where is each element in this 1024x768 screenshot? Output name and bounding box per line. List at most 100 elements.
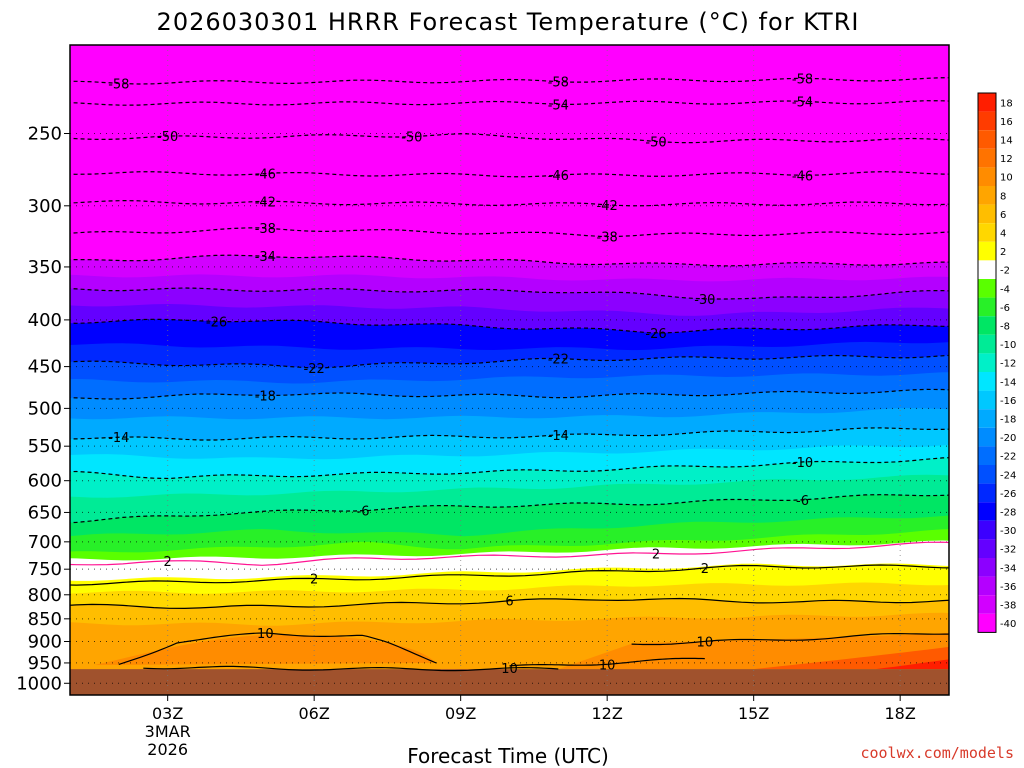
isotherm-6-16 (70, 597, 949, 610)
colorbar-swatch-11 (978, 297, 996, 317)
colorbar-tick-16: -16 (1000, 396, 1016, 407)
contour-label-5-1: -38 (597, 231, 618, 246)
colorbar-tick-15: -14 (1000, 377, 1016, 388)
isotherm--10-12 (70, 457, 949, 480)
contour-label-2-0: -50 (157, 130, 178, 145)
contour-label-3-1: -46 (548, 169, 569, 184)
colorbar-tick-24: -32 (1000, 545, 1016, 556)
isotherm--22-9 (70, 354, 949, 369)
contour-label-14-0: 2 (164, 555, 172, 570)
y-tick-label-250: 250 (28, 123, 62, 144)
x-tick-label-03Z: 03Z (152, 704, 183, 723)
x-tick-label-12Z: 12Z (592, 704, 623, 723)
y-tick-label-850: 850 (28, 609, 62, 630)
y-tick-label-900: 900 (28, 631, 62, 652)
source-credit: coolwx.com/models (860, 744, 1014, 762)
colorbar-tick-7: 4 (1000, 229, 1006, 240)
isotherm-10-20 (143, 665, 559, 672)
colorbar-swatch-16 (978, 390, 996, 410)
colorbar-tick-14: -12 (1000, 359, 1016, 370)
colorbar-swatch-10 (978, 279, 996, 298)
colorbar-tick-26: -36 (1000, 582, 1016, 593)
isotherm-10-18 (631, 633, 949, 646)
contour-label-4-0: -42 (255, 195, 276, 210)
chart-title: 2026030301 HRRR Forecast Temperature (°C… (157, 8, 860, 36)
colorbar-tick-0: 18 (1000, 98, 1013, 109)
colorbar-swatch-27 (978, 595, 996, 614)
colorbar-tick-20: -24 (1000, 470, 1016, 481)
warm-pocket-4 (875, 659, 949, 670)
colorbar-swatch-14 (978, 353, 996, 372)
colorbar-swatch-3 (978, 148, 996, 168)
warm-pocket-1 (94, 634, 437, 666)
colorbar-tick-12: -8 (1000, 322, 1010, 333)
colorbar-tick-3: 12 (1000, 154, 1013, 165)
plot-area: -58 -58 -58 -54 -54 -50 -50 -50 -46 -46 -46 -42 -42 -… (69, 44, 950, 696)
colorbar-tick-8: 2 (1000, 247, 1006, 258)
y-tick-label-800: 800 (28, 585, 62, 606)
warm-pocket-3 (753, 646, 949, 670)
isotherm-10-19 (509, 657, 705, 667)
colorbar-tick-18: -20 (1000, 433, 1016, 444)
contour-label-6-0: -34 (255, 250, 276, 265)
colorbar-swatch-12 (978, 316, 996, 335)
colorbar-tick-9: -2 (1000, 266, 1010, 277)
colorbar-swatch-25 (978, 558, 996, 577)
contour-label-17-0: 10 (257, 627, 274, 642)
x-tick-date-year: 2026 (147, 740, 188, 759)
contour-label-11-1: -14 (548, 429, 569, 444)
contour-label-11-0: -14 (108, 431, 129, 446)
colorbar-tick-19: -22 (1000, 452, 1016, 463)
contour-label-3-2: -46 (792, 169, 813, 184)
colorbar-swatch-6 (978, 204, 996, 224)
contour-label-2-2: -50 (645, 136, 666, 151)
colorbar-swatch-9 (978, 260, 996, 279)
colorbar-tick-28: -40 (1000, 619, 1016, 630)
y-axis: 2503003504004505005506006507007508008509… (16, 123, 70, 694)
x-axis-label: Forecast Time (UTC) (407, 744, 609, 768)
isotherm--30-7 (70, 287, 949, 300)
isotherm--34-6 (70, 254, 949, 267)
isotherm--38-5 (70, 227, 949, 238)
y-tick-label-350: 350 (28, 257, 62, 278)
isotherm--26-8 (70, 318, 949, 334)
below-ground (70, 669, 949, 695)
contour-label-13-1: -6 (796, 494, 809, 509)
colorbar-tick-10: -4 (1000, 284, 1010, 295)
isotherm--46-3 (70, 171, 949, 178)
colorbar-tick-5: 8 (1000, 191, 1006, 202)
contour-label-18-0: 10 (697, 635, 714, 650)
contour-label-7-0: -30 (694, 293, 715, 308)
isotherm--50-2 (70, 133, 949, 144)
y-tick-label-950: 950 (28, 653, 62, 674)
x-tick-label-15Z: 15Z (738, 704, 769, 723)
isotherm-10-17 (118, 632, 437, 665)
x-tick-label-09Z: 09Z (445, 704, 476, 723)
contour-label-9-0: -22 (304, 362, 325, 377)
contour-label-0-2: -58 (792, 72, 813, 87)
isotherm--58-0 (70, 77, 949, 85)
contour-label-2-1: -50 (401, 131, 422, 146)
colorbar-tick-11: -6 (1000, 303, 1010, 314)
colorbar-tick-13: -10 (1000, 340, 1016, 351)
contour-label-5-0: -38 (255, 222, 276, 237)
colorbar-swatch-28 (978, 613, 996, 633)
colorbar-tick-6: 6 (1000, 210, 1006, 221)
x-tick-label-06Z: 06Z (299, 704, 330, 723)
isotherm--54-1 (70, 100, 949, 106)
colorbar-swatch-7 (978, 223, 996, 242)
isotherm--6-13 (70, 494, 949, 524)
plot-border (69, 44, 950, 696)
colorbar-swatch-23 (978, 520, 996, 540)
contour-label-4-1: -42 (597, 199, 618, 214)
y-tick-label-400: 400 (28, 310, 62, 331)
isotherm-contours: -58 -58 -58 -54 -54 -50 -50 -50 -46 -46 -46 -42 -42 -… (70, 72, 949, 677)
contour-label-9-1: -22 (548, 352, 569, 367)
grid-lines (70, 45, 949, 695)
x-tick-label-18Z: 18Z (885, 704, 916, 723)
colorbar-swatch-15 (978, 372, 996, 391)
colorbar-swatch-2 (978, 130, 996, 149)
y-tick-label-450: 450 (28, 357, 62, 378)
y-tick-label-750: 750 (28, 559, 62, 580)
